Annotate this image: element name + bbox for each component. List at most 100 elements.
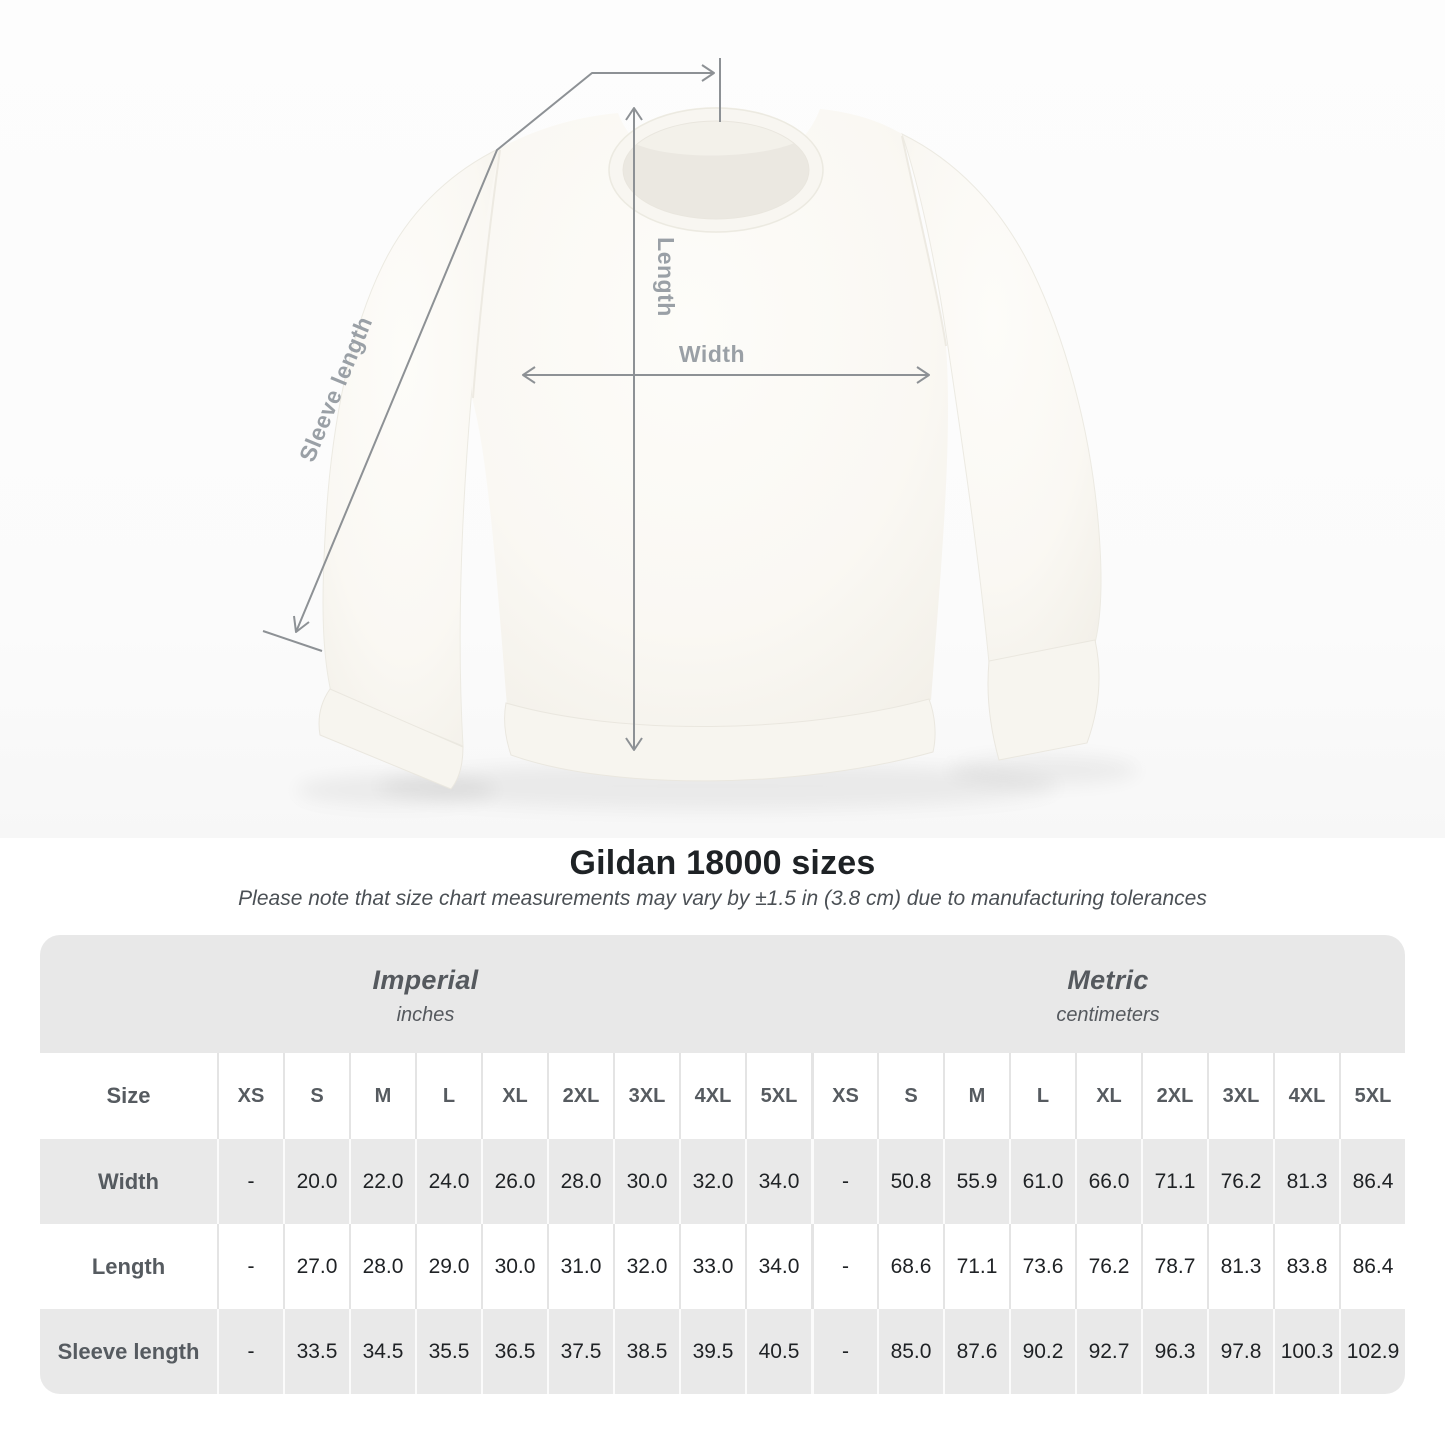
size-header-metric-l: L <box>1009 1053 1075 1139</box>
value-cell: 37.5 <box>547 1309 613 1394</box>
value-cell: - <box>811 1139 877 1224</box>
imperial-group-header: Imperial inches <box>40 935 811 1053</box>
size-header-metric-s: S <box>877 1053 943 1139</box>
length-bottom-arrowhead <box>625 737 643 751</box>
value-cell: - <box>217 1224 283 1309</box>
value-cell: 86.4 <box>1339 1224 1405 1309</box>
sleeve-top-arrowhead <box>701 64 715 82</box>
value-cell: 83.8 <box>1273 1224 1339 1309</box>
size-header-imperial-2xl: 2XL <box>547 1053 613 1139</box>
row-label: Sleeve length <box>40 1309 217 1394</box>
unit-group-band: Imperial inches Metric centimeters <box>40 935 1405 1053</box>
value-cell: 32.0 <box>613 1224 679 1309</box>
sleeve-cuff-end-cap <box>262 630 323 652</box>
length-top-arrowhead <box>625 107 643 121</box>
left-shoulder-seam <box>472 149 501 399</box>
value-cell: 24.0 <box>415 1139 481 1224</box>
length-measure-label: Length <box>653 237 679 317</box>
value-cell: 66.0 <box>1075 1139 1141 1224</box>
left-cuff <box>318 688 464 790</box>
page-title: Gildan 18000 sizes <box>569 844 876 882</box>
sleeve-length-arrow-line <box>295 72 714 633</box>
value-cell: 22.0 <box>349 1139 415 1224</box>
row-label: Width <box>40 1139 217 1224</box>
sweatshirt-body <box>471 109 948 728</box>
width-right-arrowhead <box>916 366 930 384</box>
value-cell: 40.5 <box>745 1309 811 1394</box>
value-cell: 30.0 <box>613 1139 679 1224</box>
value-cell: 26.0 <box>481 1139 547 1224</box>
imperial-unit: inches <box>396 1004 455 1026</box>
value-cell: 71.1 <box>943 1224 1009 1309</box>
value-cell: 28.0 <box>349 1224 415 1309</box>
value-cell: 36.5 <box>481 1309 547 1394</box>
value-cell: 34.0 <box>745 1224 811 1309</box>
value-cell: 81.3 <box>1273 1139 1339 1224</box>
value-cell: 55.9 <box>943 1139 1009 1224</box>
value-cell: - <box>217 1139 283 1224</box>
value-cell: 33.5 <box>283 1309 349 1394</box>
value-cell: 27.0 <box>283 1224 349 1309</box>
value-cell: 102.9 <box>1339 1309 1405 1394</box>
value-cell: 34.0 <box>745 1139 811 1224</box>
value-cell: 31.0 <box>547 1224 613 1309</box>
size-header-metric-m: M <box>943 1053 1009 1139</box>
size-header-metric-3xl: 3XL <box>1207 1053 1273 1139</box>
metric-title: Metric <box>1067 965 1149 995</box>
value-cell: 61.0 <box>1009 1139 1075 1224</box>
value-cell: 76.2 <box>1075 1224 1141 1309</box>
value-cell: 33.0 <box>679 1224 745 1309</box>
value-cell: 76.2 <box>1207 1139 1273 1224</box>
value-cell: 30.0 <box>481 1224 547 1309</box>
width-measure-label: Width <box>679 341 745 367</box>
value-cell: - <box>811 1309 877 1394</box>
value-cell: - <box>811 1224 877 1309</box>
value-cell: 73.6 <box>1009 1224 1075 1309</box>
measurement-annotations <box>262 58 930 751</box>
imperial-title: Imperial <box>372 965 479 995</box>
collar-rib-band <box>609 107 823 233</box>
size-header-imperial-xs: XS <box>217 1053 283 1139</box>
metric-unit: centimeters <box>1056 1004 1160 1026</box>
value-cell: 86.4 <box>1339 1139 1405 1224</box>
value-cell: 39.5 <box>679 1309 745 1394</box>
value-cell: 85.0 <box>877 1309 943 1394</box>
size-header-imperial-xl: XL <box>481 1053 547 1139</box>
size-header-metric-4xl: 4XL <box>1273 1053 1339 1139</box>
value-cell: 50.8 <box>877 1139 943 1224</box>
metric-group-header: Metric centimeters <box>811 935 1405 1053</box>
sweatshirt-graphic <box>296 107 1139 810</box>
size-header-imperial-m: M <box>349 1053 415 1139</box>
value-cell: 100.3 <box>1273 1309 1339 1394</box>
sleeve-cuff-arrowhead <box>293 615 310 633</box>
tolerance-note: Please note that size chart measurements… <box>238 887 1207 910</box>
value-cell: - <box>217 1309 283 1394</box>
size-table: Imperial inches Metric centimeters Size X… <box>40 935 1405 1394</box>
garment-shadow <box>378 762 1058 810</box>
value-cell: 28.0 <box>547 1139 613 1224</box>
row-label: Length <box>40 1224 217 1309</box>
size-header-metric-5xl: 5XL <box>1339 1053 1405 1139</box>
value-cell: 35.5 <box>415 1309 481 1394</box>
value-cell: 96.3 <box>1141 1309 1207 1394</box>
value-cell: 81.3 <box>1207 1224 1273 1309</box>
left-cuff-shadow <box>296 774 496 806</box>
value-cell: 90.2 <box>1009 1309 1075 1394</box>
size-header-imperial-4xl: 4XL <box>679 1053 745 1139</box>
collar-outer-edge <box>608 107 824 233</box>
value-cell: 92.7 <box>1075 1309 1141 1394</box>
value-cell: 20.0 <box>283 1139 349 1224</box>
value-cell: 97.8 <box>1207 1309 1273 1394</box>
right-sleeve <box>901 133 1102 664</box>
collar-inner-edge <box>622 120 810 220</box>
right-cuff <box>987 639 1100 761</box>
product-measurement-diagram: Width Length Sleeve length <box>0 0 1445 838</box>
value-cell: 71.1 <box>1141 1139 1207 1224</box>
value-cell: 78.7 <box>1141 1224 1207 1309</box>
size-header-metric-2xl: 2XL <box>1141 1053 1207 1139</box>
width-left-arrowhead <box>522 366 536 384</box>
size-grid: Size XS S M L XL 2XL 3XL 4XL 5XL XS S M L XL 2XL 3XL 4XL 5… <box>40 1053 1405 1394</box>
right-cuff-shadow <box>949 755 1139 785</box>
value-cell: 34.5 <box>349 1309 415 1394</box>
size-header-imperial-5xl: 5XL <box>745 1053 811 1139</box>
